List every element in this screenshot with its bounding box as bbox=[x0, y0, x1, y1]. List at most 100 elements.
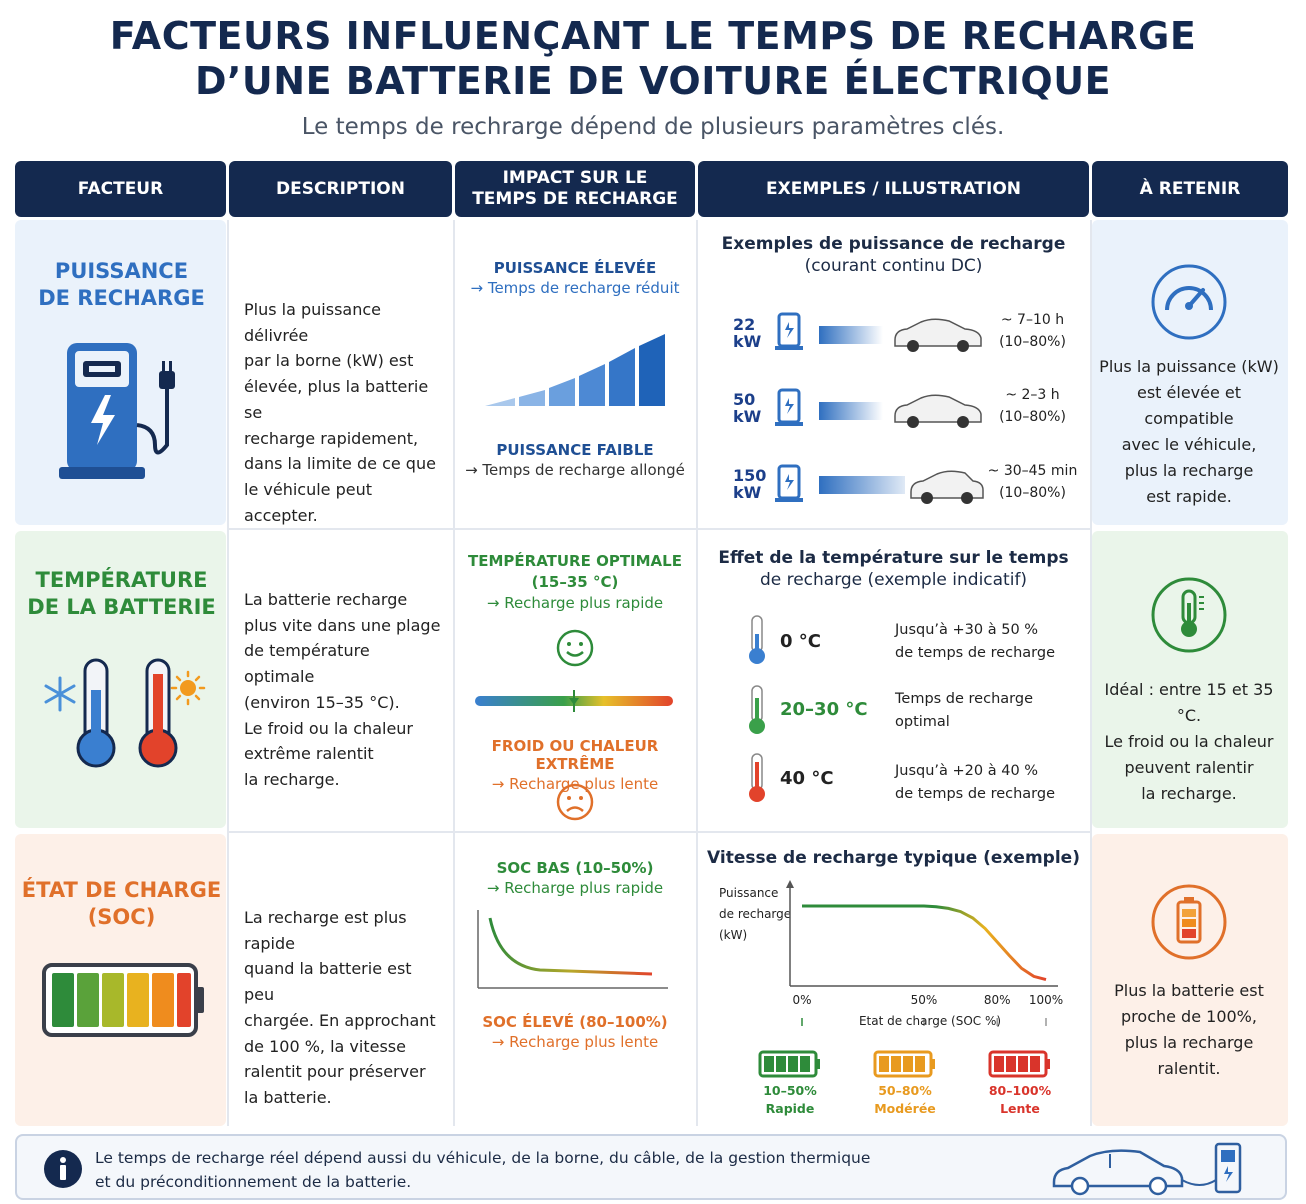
thermometer-icon bbox=[1151, 577, 1227, 653]
row1-impact-top: PUISSANCE ÉLEVÉE → Temps de recharge réd… bbox=[455, 259, 695, 297]
row2-description: La batterie recharge plus vite dans une … bbox=[244, 587, 444, 793]
soc-level-range: 10–50% bbox=[763, 1083, 817, 1098]
chart-series-line bbox=[802, 904, 1047, 982]
row3-impact-bottom-text: → Recharge plus lente bbox=[491, 1033, 659, 1051]
header-description: DESCRIPTION bbox=[229, 161, 452, 217]
station-icon bbox=[775, 312, 803, 350]
row1-desc-line: recharge rapidement, bbox=[244, 428, 419, 448]
row3-desc-line: quand la batterie est peu bbox=[244, 959, 412, 1005]
car-charging-icon bbox=[1052, 1142, 1242, 1196]
car-icon bbox=[894, 318, 982, 352]
row3-retain-line: proche de 100%, bbox=[1121, 1007, 1257, 1026]
row2-desc-line: Le froid ou la chaleur bbox=[244, 718, 413, 738]
grid-line bbox=[227, 220, 229, 1126]
row1-retain-line: Plus la puissance (kW) bbox=[1099, 357, 1279, 376]
row1-desc-line: dans la limite de ce que bbox=[244, 454, 436, 474]
row3-retain-line: Plus la batterie est bbox=[1114, 981, 1264, 1000]
row2-factor-line-1: TEMPÉRATURE bbox=[35, 568, 208, 592]
row1-impact-bottom-title: PUISSANCE FAIBLE bbox=[496, 441, 654, 459]
row2-retain-text: Idéal : entre 15 et 35 °C. Le froid ou l… bbox=[1092, 677, 1286, 807]
row2-impact-top: TEMPÉRATURE OPTIMALE (15–35 °C) → Rechar… bbox=[455, 552, 695, 612]
temp-note-line: optimal bbox=[895, 714, 950, 730]
row3-desc-line: ralentit pour préserver bbox=[244, 1062, 426, 1082]
example-kw-label: 22 kW bbox=[733, 316, 761, 350]
soc-levels: 10–50% Rapide 50–80% Modérée 80–100% Len… bbox=[740, 1050, 1080, 1120]
example-kw-label: 50 kW bbox=[733, 391, 761, 425]
row1-desc-line: le véhicule peut accepter. bbox=[244, 479, 372, 525]
temp-note-line: Temps de recharge bbox=[895, 691, 1033, 707]
soc-level-item: 50–80% Modérée bbox=[855, 1050, 955, 1118]
battery-green-icon bbox=[758, 1050, 820, 1078]
chart-tick-label: 0% bbox=[792, 993, 812, 1007]
header-impact-line-1: IMPACT SUR LE bbox=[502, 168, 648, 188]
chart-tick-label: 50% bbox=[910, 993, 938, 1007]
temperature-gradient-bar bbox=[475, 690, 673, 712]
temp-note-line: de temps de recharge bbox=[895, 786, 1056, 802]
chart-ylabel-line: (kW) bbox=[719, 928, 748, 942]
happy-face-icon bbox=[556, 629, 594, 667]
row1-retain-line: est élevée et compatible bbox=[1136, 383, 1242, 428]
snowflake-icon bbox=[44, 676, 76, 712]
power-bars-icon bbox=[485, 334, 665, 406]
chart-ylabel-line: de recharge bbox=[719, 907, 792, 921]
charging-examples-illustration bbox=[775, 312, 984, 504]
example-kw-value: 50 bbox=[733, 390, 756, 409]
row3-retain-bg bbox=[1092, 834, 1288, 1126]
row3-factor-line-1: ÉTAT DE CHARGE bbox=[21, 878, 222, 902]
soc-level-range: 50–80% bbox=[878, 1083, 932, 1098]
row3-description: La recharge est plus rapide quand la bat… bbox=[244, 905, 444, 1111]
row3-desc-line: chargée. En approchant bbox=[244, 1010, 436, 1030]
example-kw-value: 22 bbox=[733, 315, 756, 334]
example-kw-label: 150 kW bbox=[733, 467, 766, 501]
row3-desc-line: la batterie. bbox=[244, 1087, 332, 1107]
station-icon bbox=[775, 388, 803, 426]
row3-desc-line: La recharge est plus rapide bbox=[244, 908, 407, 953]
row3-retain-text: Plus la batterie est proche de 100%, plu… bbox=[1092, 978, 1286, 1082]
sun-icon bbox=[170, 670, 206, 706]
soc-level-item: 10–50% Rapide bbox=[740, 1050, 840, 1118]
temp-value: 0 °C bbox=[780, 631, 822, 652]
temperature-thermometers-icon bbox=[749, 615, 765, 802]
soc-mini-curve-icon bbox=[477, 910, 668, 989]
grid-line bbox=[696, 220, 698, 1126]
chart-ylabel: Puissance de recharge (kW) bbox=[719, 883, 791, 946]
row1-desc-line: Plus la puissance délivrée bbox=[244, 300, 381, 345]
temp-note: Jusqu’à +30 à 50 % de temps de recharge bbox=[895, 619, 1055, 665]
row2-example-subtitle: de recharge (exemple indicatif) bbox=[759, 570, 1028, 590]
soc-level-label: Modérée bbox=[874, 1101, 936, 1116]
grid-line bbox=[453, 220, 455, 1126]
row2-example-heading: Effet de la température sur le temps de … bbox=[698, 548, 1089, 590]
row2-retain-line: Idéal : entre 15 et 35 °C. bbox=[1104, 680, 1274, 725]
page-subtitle: Le temps de rechrarge dépend de plusieur… bbox=[301, 114, 1005, 140]
row2-factor-bg bbox=[15, 531, 226, 828]
example-time: ~ 2–3 h (10–80%) bbox=[985, 384, 1080, 428]
chart-x-ticks: 0% 50% 80% 100% bbox=[782, 993, 1072, 1033]
header-examples: EXEMPLES / ILLUSTRATION bbox=[698, 161, 1089, 217]
row3-retain-line: plus la recharge bbox=[1124, 1033, 1254, 1052]
row1-impact-top-title: PUISSANCE ÉLEVÉE bbox=[493, 259, 657, 277]
chart-y-arrow bbox=[786, 880, 794, 888]
row3-impact-top-title: SOC BAS (10–50%) bbox=[496, 859, 654, 877]
row1-factor-line-2: DE RECHARGE bbox=[38, 286, 205, 310]
row2-retain-line: Le froid ou la chaleur bbox=[1104, 732, 1274, 751]
row1-retain-line: avec le véhicule, bbox=[1121, 435, 1257, 454]
temp-value: 40 °C bbox=[780, 768, 834, 789]
temp-note-line: de temps de recharge bbox=[895, 645, 1056, 661]
row2-retain-line: la recharge. bbox=[1141, 784, 1237, 803]
soc-level-label: Rapide bbox=[765, 1101, 815, 1116]
row1-impact-bottom-text: → Temps de recharge allongé bbox=[465, 461, 685, 479]
row2-impact-top-range: (15–35 °C) bbox=[531, 573, 619, 591]
charging-station-icon bbox=[59, 343, 175, 479]
row2-factor-title: TEMPÉRATURE DE LA BATTERIE bbox=[15, 567, 228, 621]
row2-desc-line: de température optimale bbox=[244, 641, 370, 687]
soc-chart bbox=[786, 880, 1058, 1026]
info-icon bbox=[44, 1150, 82, 1188]
station-icon bbox=[775, 464, 803, 502]
row1-example-heading: Exemples de puissance de recharge (coura… bbox=[698, 234, 1089, 276]
title-line-1: FACTEURS INFLUENÇANT LE TEMPS DE RECHARG… bbox=[109, 14, 1197, 58]
example-time-value: ~ 2–3 h bbox=[1005, 387, 1060, 403]
grid-line bbox=[227, 831, 1090, 833]
soc-level-label: Lente bbox=[1000, 1101, 1040, 1116]
row1-description: Plus la puissance délivrée par la borne … bbox=[244, 297, 444, 528]
chart-tick-label: 100% bbox=[1028, 993, 1064, 1007]
